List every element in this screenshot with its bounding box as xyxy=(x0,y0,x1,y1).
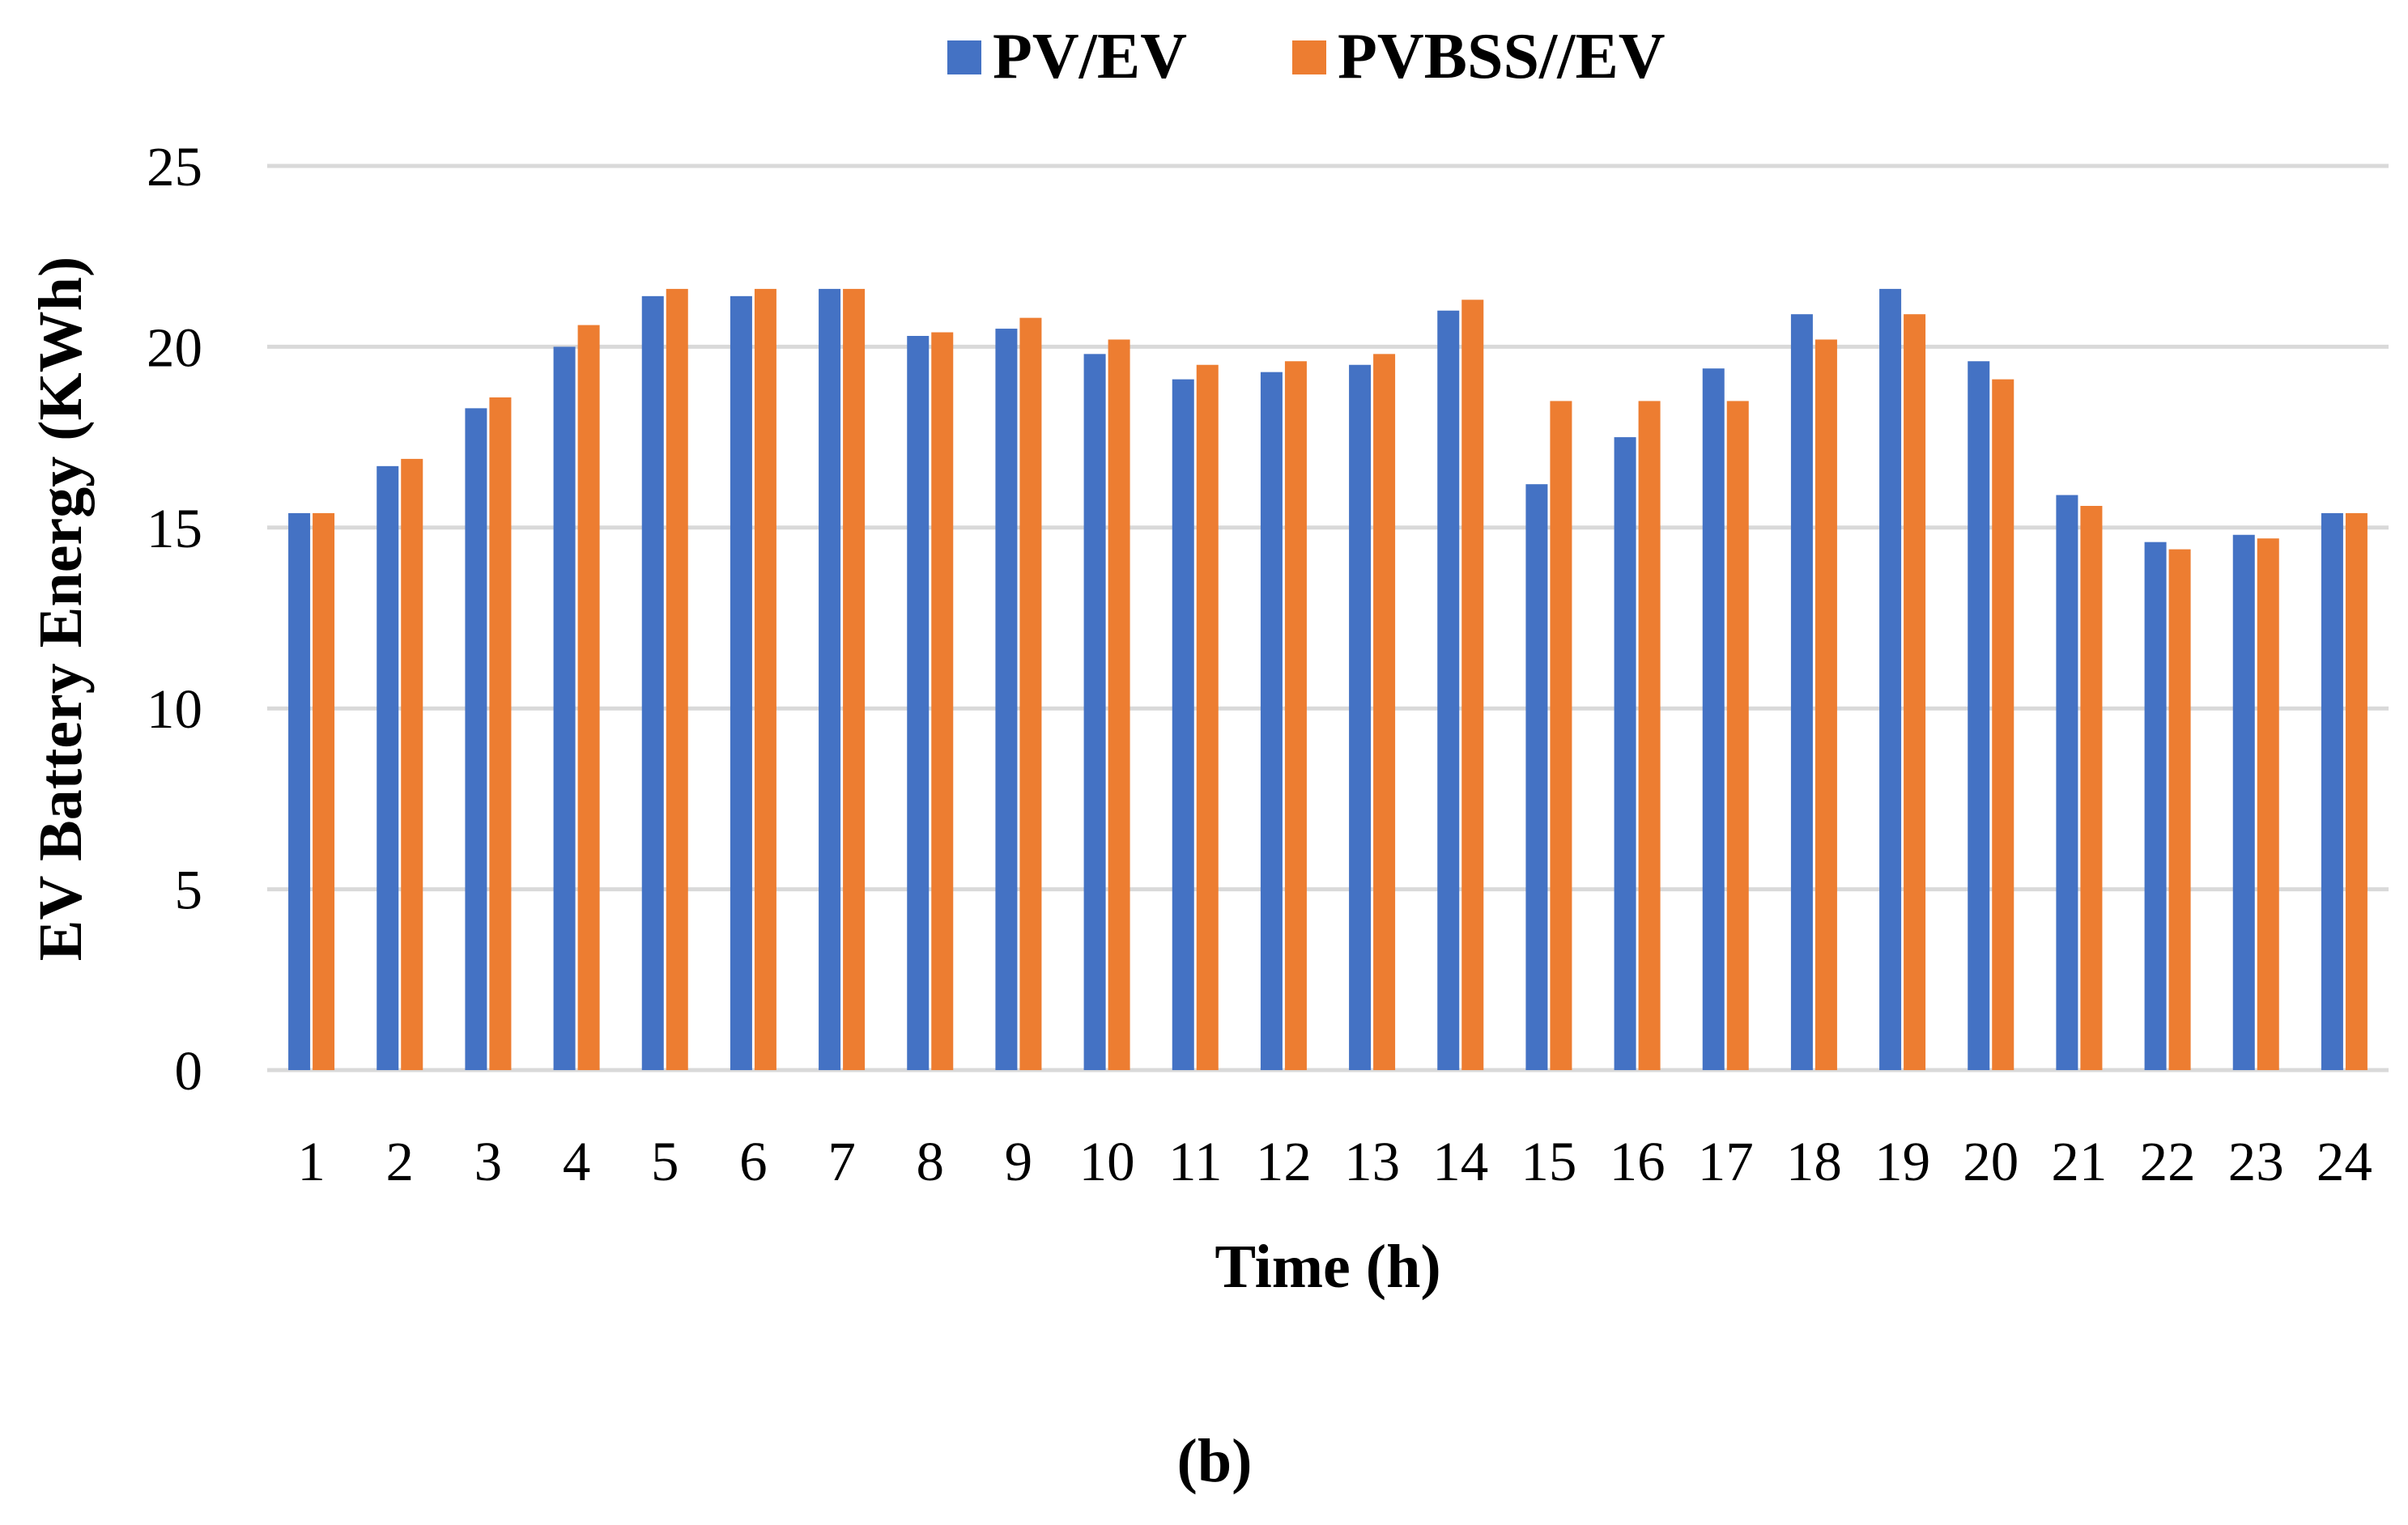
gridlines xyxy=(267,164,2389,1073)
bar-pv-ev-11 xyxy=(1172,379,1194,1070)
x-tick-label: 1 xyxy=(297,1131,325,1192)
y-tick-label: 0 xyxy=(175,1040,203,1102)
x-tick-label: 18 xyxy=(1786,1131,1842,1192)
x-tick-label: 22 xyxy=(2140,1131,2196,1192)
x-tick-label: 9 xyxy=(1005,1131,1033,1192)
bar-pvbss-ev-16 xyxy=(1638,401,1661,1070)
bar-pv-ev-1 xyxy=(288,512,311,1070)
bar-pv-ev-9 xyxy=(995,329,1018,1070)
bar-pv-ev-6 xyxy=(730,295,752,1070)
bar-pvbss-ev-5 xyxy=(666,288,688,1070)
bar-pv-ev-7 xyxy=(819,288,841,1070)
bar-pv-ev-8 xyxy=(907,335,930,1071)
bar-pvbss-ev-11 xyxy=(1196,364,1219,1070)
bar-pvbss-ev-1 xyxy=(313,512,335,1070)
bar-pvbss-ev-13 xyxy=(1373,354,1396,1070)
bar-pv-ev-12 xyxy=(1260,372,1283,1070)
legend-swatch-pvbss-ev xyxy=(1292,40,1326,74)
x-axis-title: Time (h) xyxy=(1215,1233,1440,1301)
y-tick-label: 15 xyxy=(147,498,202,559)
bar-pvbss-ev-3 xyxy=(489,397,512,1070)
bar-pv-ev-22 xyxy=(2144,542,2167,1070)
bar-pvbss-ev-2 xyxy=(401,458,423,1070)
x-tick-label: 3 xyxy=(474,1131,503,1192)
bar-pv-ev-10 xyxy=(1083,354,1106,1070)
x-tick-label: 16 xyxy=(1610,1131,1666,1192)
y-tick-label: 10 xyxy=(147,678,202,740)
bar-pvbss-ev-20 xyxy=(1992,379,2014,1070)
bar-pv-ev-15 xyxy=(1525,484,1548,1070)
legend: PV/EV PVBSS//EV xyxy=(947,21,1666,92)
bar-pvbss-ev-4 xyxy=(577,325,600,1070)
bar-pvbss-ev-18 xyxy=(1815,339,1837,1070)
x-tick-label: 8 xyxy=(917,1131,945,1192)
bar-pv-ev-5 xyxy=(641,295,664,1070)
legend-label-pv-ev: PV/EV xyxy=(993,21,1187,92)
bars xyxy=(288,288,2368,1071)
bar-pv-ev-17 xyxy=(1702,368,1725,1070)
bar-pvbss-ev-24 xyxy=(2345,512,2368,1070)
bar-pvbss-ev-7 xyxy=(843,288,866,1070)
bar-pv-ev-21 xyxy=(2056,495,2078,1070)
x-tick-label: 15 xyxy=(1521,1131,1576,1192)
x-tick-label: 20 xyxy=(1963,1131,2019,1192)
x-tick-label: 13 xyxy=(1344,1131,1400,1192)
bar-pv-ev-18 xyxy=(1790,314,1813,1070)
bar-pvbss-ev-22 xyxy=(2168,549,2191,1070)
bar-pv-ev-2 xyxy=(377,465,399,1070)
figure-caption: (b) xyxy=(1177,1427,1253,1495)
bar-pvbss-ev-23 xyxy=(2257,538,2279,1070)
x-tick-label: 4 xyxy=(563,1131,591,1192)
bar-pvbss-ev-15 xyxy=(1550,401,1572,1070)
x-tick-label: 19 xyxy=(1874,1131,1930,1192)
bar-pv-ev-14 xyxy=(1437,310,1460,1071)
x-tick-label: 12 xyxy=(1256,1131,1312,1192)
bar-pv-ev-3 xyxy=(465,408,487,1071)
bar-pv-ev-13 xyxy=(1349,364,1372,1070)
bar-pvbss-ev-17 xyxy=(1726,401,1749,1070)
x-tick-label: 14 xyxy=(1432,1131,1488,1192)
bar-pv-ev-20 xyxy=(1968,361,1990,1071)
bar-pv-ev-4 xyxy=(553,346,576,1070)
x-tick-label: 24 xyxy=(2317,1131,2372,1192)
x-tick-label: 17 xyxy=(1698,1131,1754,1192)
bar-pv-ev-19 xyxy=(1879,288,1902,1070)
x-tick-label: 11 xyxy=(1168,1131,1222,1192)
x-tick-label: 7 xyxy=(827,1131,856,1192)
bar-pvbss-ev-9 xyxy=(1019,317,1042,1070)
y-tick-label: 5 xyxy=(175,860,203,921)
x-tick-label: 23 xyxy=(2228,1131,2284,1192)
bar-pv-ev-23 xyxy=(2232,534,2255,1070)
x-tick-label: 10 xyxy=(1079,1131,1135,1192)
y-axis-title: EV Battery Energy (KWh) xyxy=(27,257,95,961)
bar-pvbss-ev-14 xyxy=(1461,299,1484,1070)
bar-pvbss-ev-12 xyxy=(1284,361,1307,1071)
x-tick-label: 21 xyxy=(2051,1131,2107,1192)
legend-label-pvbss-ev: PVBSS//EV xyxy=(1338,21,1666,92)
legend-swatch-pv-ev xyxy=(947,40,981,74)
bar-pvbss-ev-10 xyxy=(1108,339,1130,1070)
x-tick-label: 2 xyxy=(386,1131,415,1192)
x-tick-label: 6 xyxy=(739,1131,768,1192)
bar-pvbss-ev-6 xyxy=(754,288,776,1070)
y-tick-label: 25 xyxy=(147,136,202,198)
bar-pvbss-ev-8 xyxy=(931,332,954,1070)
bar-pvbss-ev-21 xyxy=(2080,505,2103,1070)
x-tick-label: 5 xyxy=(651,1131,679,1192)
bar-pv-ev-24 xyxy=(2321,512,2343,1070)
bar-pv-ev-16 xyxy=(1614,437,1636,1070)
bar-pvbss-ev-19 xyxy=(1904,314,1926,1070)
y-tick-label: 20 xyxy=(147,316,202,378)
